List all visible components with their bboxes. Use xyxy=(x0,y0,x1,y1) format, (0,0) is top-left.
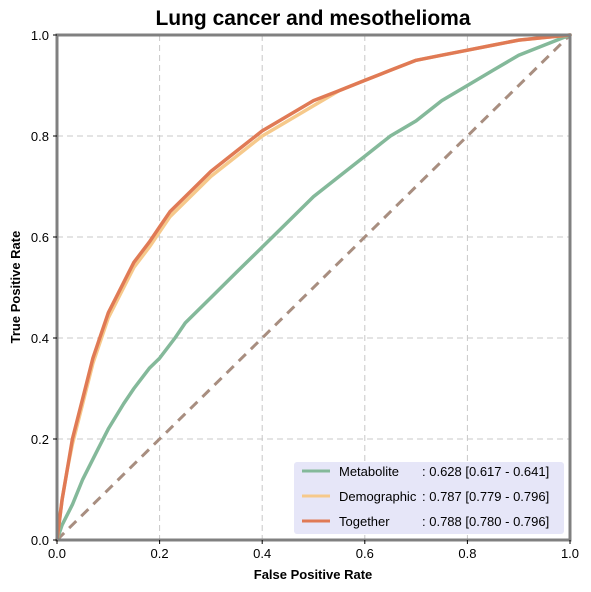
y-tick-label: 0.0 xyxy=(31,533,49,548)
legend-value-together: : 0.788 [0.780 - 0.796] xyxy=(422,514,549,529)
grid xyxy=(57,35,570,540)
x-tick-label: 0.0 xyxy=(48,546,66,561)
legend-box xyxy=(294,462,564,534)
legend-name-metabolite: Metabolite xyxy=(339,464,399,479)
y-tick-label: 1.0 xyxy=(31,28,49,43)
y-tick-label: 0.4 xyxy=(31,331,49,346)
legend-name-demographic: Demographic xyxy=(339,489,417,504)
chart-title: Lung cancer and mesothelioma xyxy=(155,7,470,30)
legend-name-together: Together xyxy=(339,514,390,529)
x-tick-label: 0.2 xyxy=(151,546,169,561)
series-line-together xyxy=(55,33,572,542)
plot-frame xyxy=(55,33,572,542)
series-layer xyxy=(55,33,572,542)
y-axis-label: True Positive Rate xyxy=(8,231,23,344)
y-tick-label: 0.6 xyxy=(31,230,49,245)
tick-labels: 0.0 0.2 0.4 0.6 0.8 1.0 0.0 0.2 0.4 0.6 0.8 1.0 xyxy=(31,28,579,561)
x-tick-label: 0.4 xyxy=(253,546,271,561)
y-tick-label: 0.2 xyxy=(31,432,49,447)
reference-line-layer xyxy=(55,33,572,542)
y-tick-label: 0.8 xyxy=(31,129,49,144)
x-tick-label: 1.0 xyxy=(561,546,579,561)
x-axis-label: False Positive Rate xyxy=(254,567,373,582)
legend-value-metabolite: : 0.628 [0.617 - 0.641] xyxy=(422,464,549,479)
chance-diagonal-line xyxy=(55,33,572,542)
x-tick-label: 0.6 xyxy=(356,546,374,561)
legend-value-demographic: : 0.787 [0.779 - 0.796] xyxy=(422,489,549,504)
series-line-metabolite xyxy=(55,33,572,542)
legend: Metabolite : 0.628 [0.617 - 0.641] Demog… xyxy=(294,462,564,534)
x-tick-label: 0.8 xyxy=(458,546,476,561)
